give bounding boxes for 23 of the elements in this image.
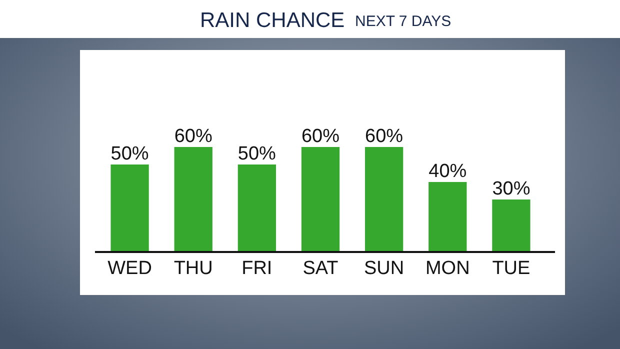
bar [110, 164, 149, 252]
x-tick-label: FRI [242, 258, 272, 279]
bar [365, 147, 404, 252]
bar [301, 147, 340, 252]
chart-subtitle: NEXT 7 DAYS [355, 13, 452, 30]
bar [238, 164, 276, 252]
x-tick-label: SUN [364, 258, 404, 279]
bar [428, 182, 467, 252]
bar [174, 147, 212, 252]
x-tick-label: WED [108, 258, 152, 279]
data-label: 60% [365, 126, 404, 147]
x-tick-label: TUE [492, 258, 530, 279]
data-label: 50% [238, 144, 276, 164]
data-label: 30% [492, 178, 530, 200]
data-label: 40% [428, 161, 467, 182]
chart-title: RAIN CHANCE [200, 9, 345, 32]
x-tick-label: MON [425, 258, 470, 279]
data-label: 60% [174, 126, 212, 147]
data-label: 50% [110, 144, 149, 164]
bar [492, 200, 530, 252]
x-tick-label: SAT [302, 258, 339, 279]
x-tick-label: THU [174, 258, 213, 279]
data-label: 60% [301, 126, 340, 147]
